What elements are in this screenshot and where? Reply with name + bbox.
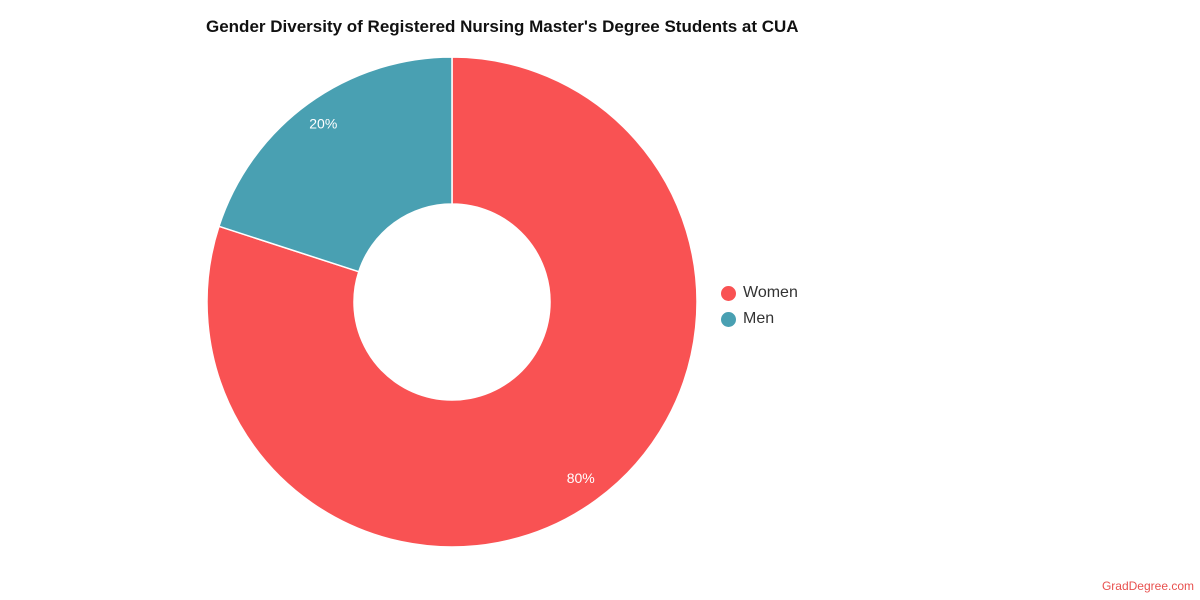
watermark-text: GradDegree.com (1101, 579, 1194, 593)
slice-women[interactable] (206, 56, 698, 548)
legend: Women Men (721, 280, 798, 332)
legend-label-men: Men (743, 310, 775, 327)
legend-label-women: Women (743, 284, 798, 301)
legend-swatch-women (721, 285, 736, 301)
data-label-women: 80% (567, 470, 595, 486)
chart-title: Gender Diversity of Registered Nursing M… (206, 17, 799, 36)
data-label-men: 20% (309, 116, 337, 132)
legend-item-women[interactable]: Women (721, 280, 798, 306)
legend-item-men[interactable]: Men (721, 306, 798, 332)
slice-men[interactable] (218, 56, 453, 273)
legend-swatch-men (721, 311, 736, 327)
